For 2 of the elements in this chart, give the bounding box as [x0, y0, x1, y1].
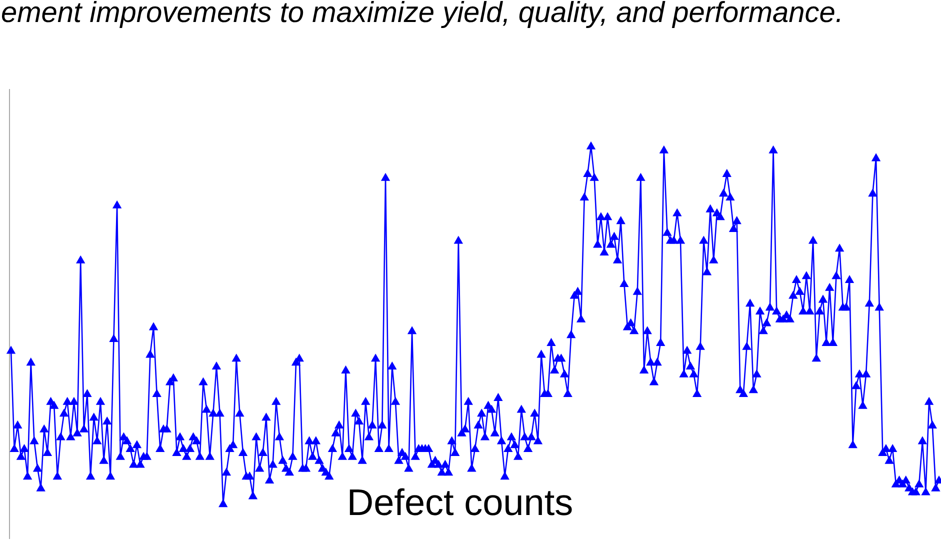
chart-title: ement improvements to maximize yield, quality, and performance.	[1, 0, 844, 29]
annotation: Defect counts	[346, 482, 574, 524]
